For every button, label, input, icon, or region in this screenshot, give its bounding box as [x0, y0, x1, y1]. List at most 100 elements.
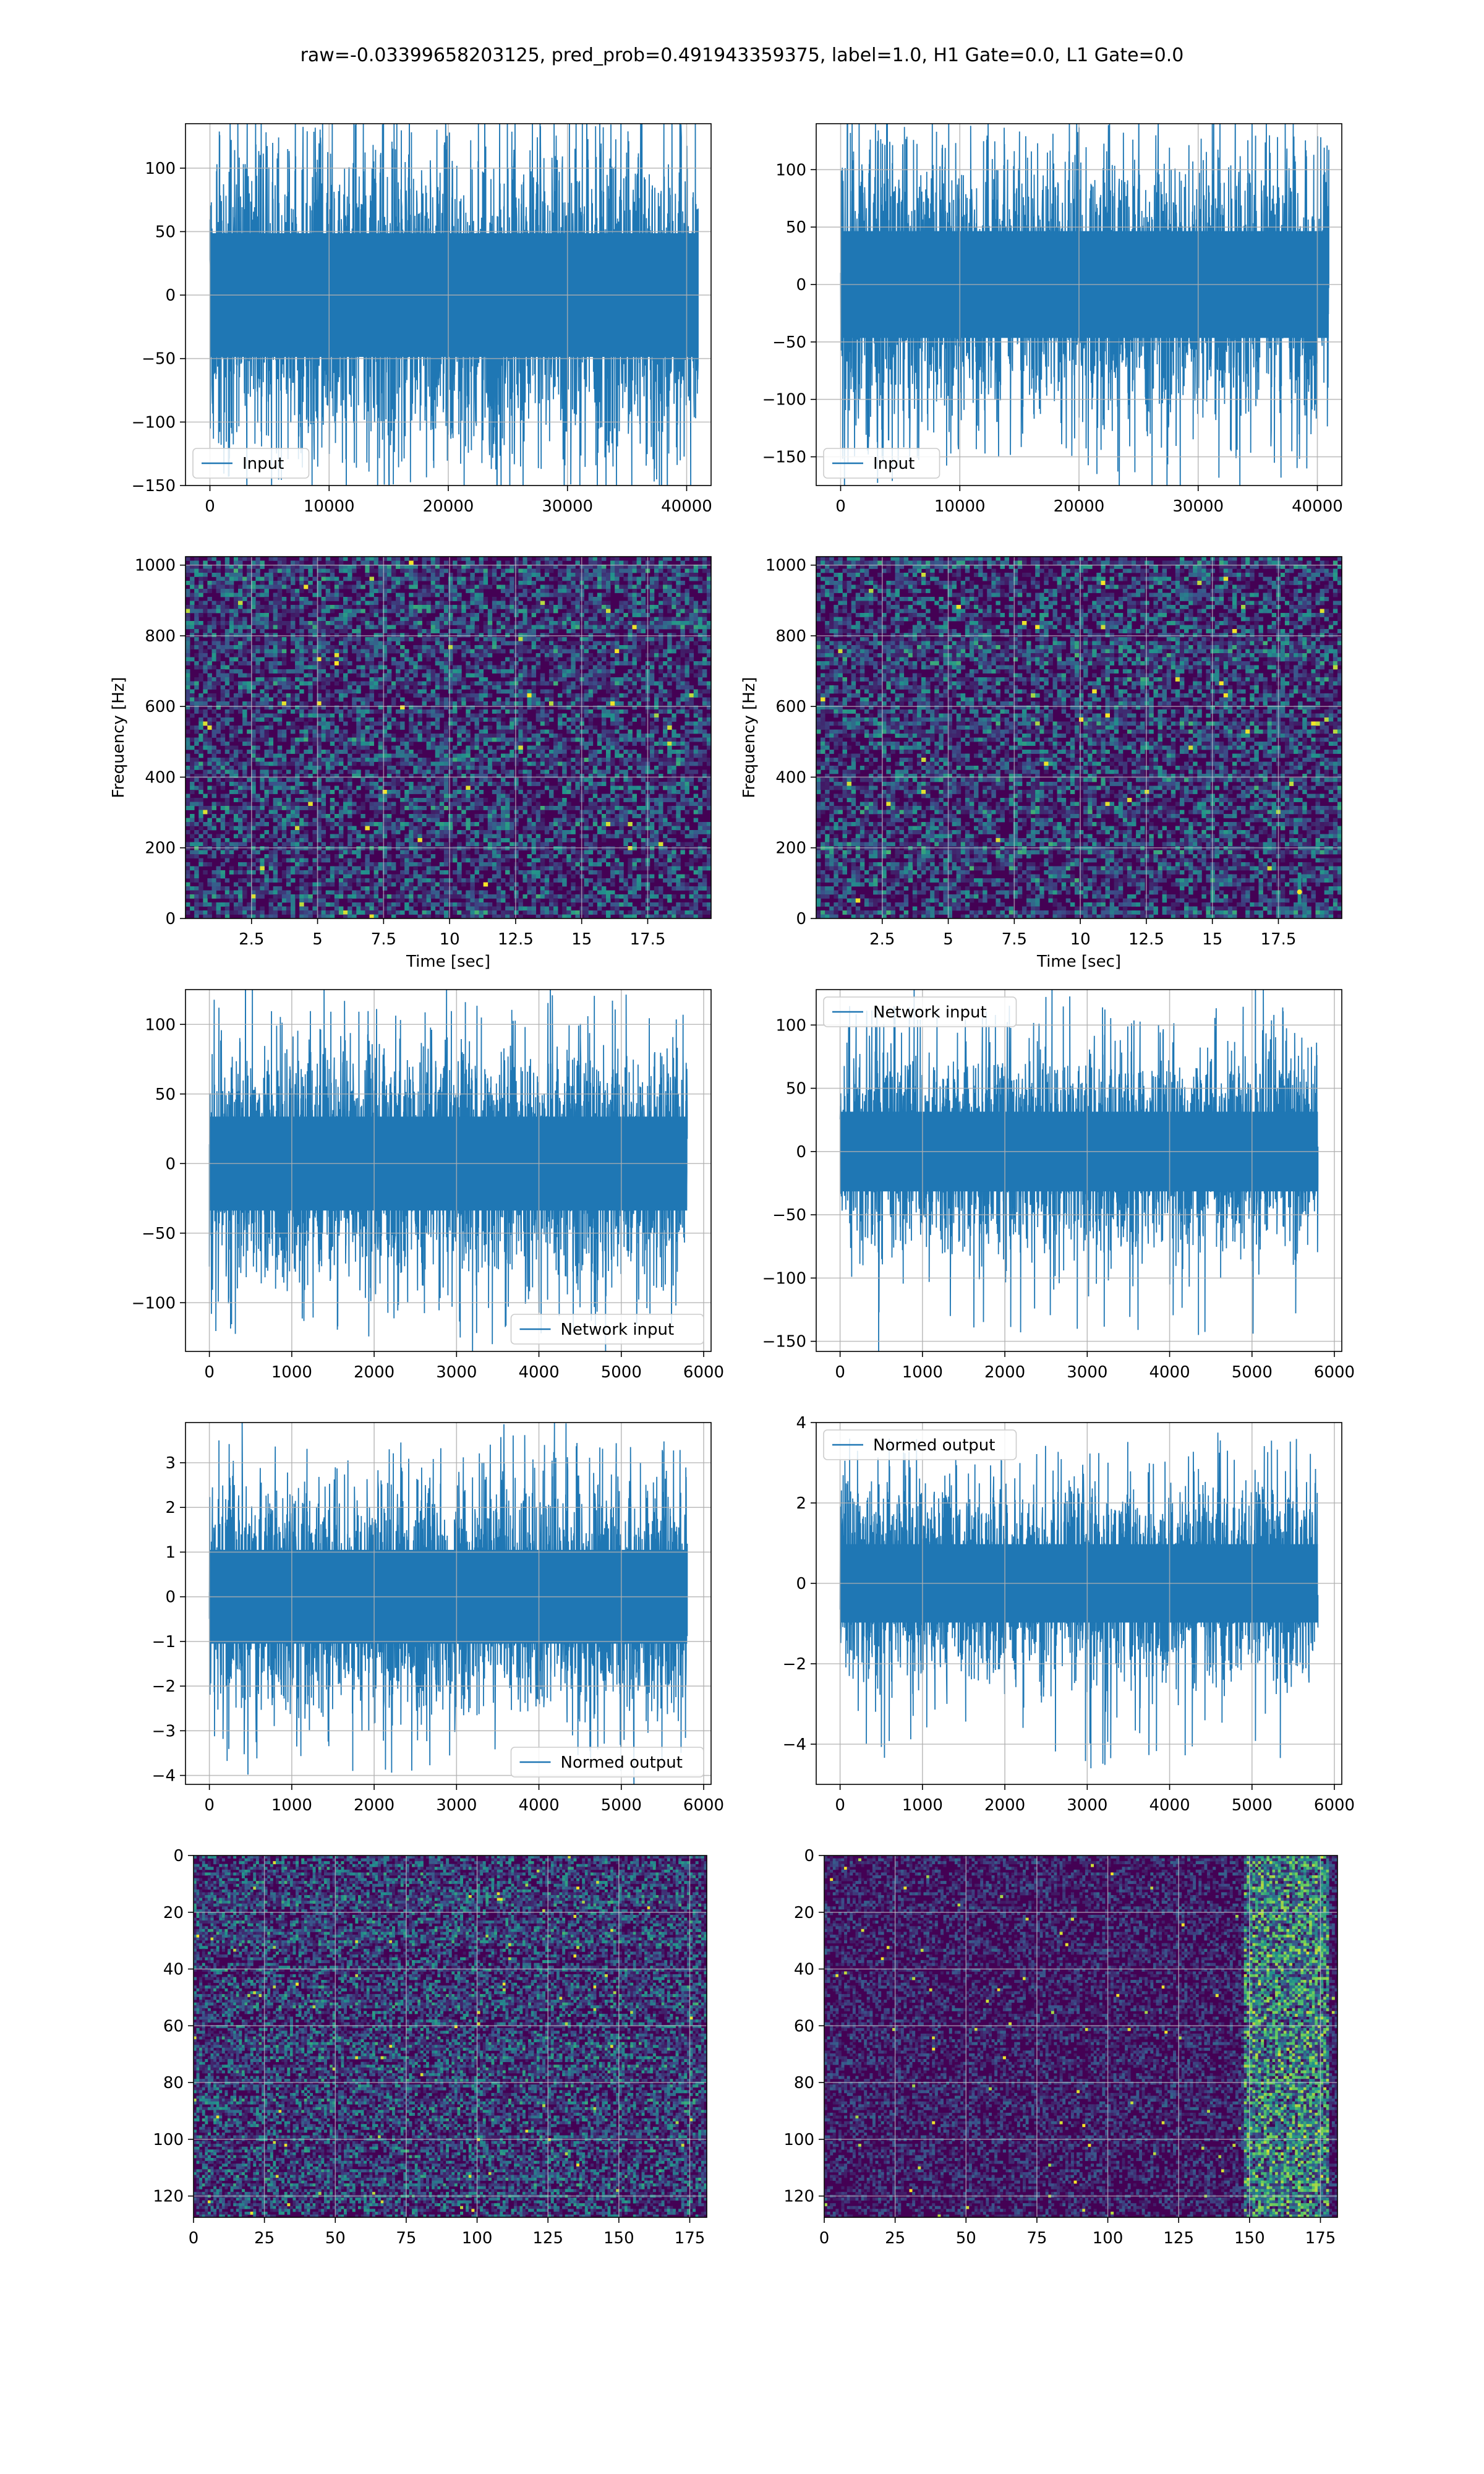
y-tick-label: 80	[163, 2074, 184, 2092]
plot-area	[194, 1856, 707, 2217]
chart-h1-spectrogram: 2.5 5 7.5 10 12.5 15 17.5 0 200 400 600 800 1000 Time…	[109, 556, 712, 971]
y-tick-label: −3	[152, 1722, 176, 1740]
x-tick-label: 0	[205, 497, 215, 516]
x-tick-label: 10	[440, 930, 460, 949]
gridlines	[186, 124, 711, 486]
x-tick-label: 1000	[902, 1363, 943, 1382]
x-tick-label: 0	[204, 1363, 215, 1382]
x-tick-label: 10	[1070, 930, 1091, 949]
y-tick-label: 600	[145, 698, 176, 716]
y-tick-label: 60	[163, 2017, 184, 2035]
x-axis-label: Time [sec]	[406, 952, 490, 971]
y-tick-label: 100	[775, 161, 806, 179]
axes-frame	[824, 1855, 1338, 2218]
legend-box	[823, 1429, 1017, 1460]
y-tick-label: 4	[796, 1414, 806, 1432]
x-tick-label: 17.5	[1261, 930, 1297, 949]
x-tick-label: 25	[254, 2229, 275, 2248]
y-tick-label: 800	[145, 627, 176, 646]
y-tick-label: 1	[165, 1543, 176, 1562]
x-tick-label: 5	[312, 930, 323, 949]
plot-area	[816, 124, 1342, 486]
x-tick-label: 10000	[934, 497, 986, 516]
x-tick-label: 2000	[354, 1363, 394, 1382]
x-tick-label: 5000	[1232, 1796, 1273, 1815]
x-tick-label: 15	[571, 930, 592, 949]
x-tick-label: 30000	[1172, 497, 1224, 516]
spectrogram-glitch	[1297, 872, 1302, 905]
x-axis-label: Time [sec]	[1036, 952, 1121, 971]
chart-l1-network-input: 0 1000 2000 3000 4000 5000 6000 −150 −100 −50 0 50 1…	[762, 989, 1355, 1382]
y-tick-label: −100	[762, 391, 806, 409]
x-tick-label: 5000	[601, 1363, 642, 1382]
plot-area	[816, 1423, 1342, 1784]
x-tick-label: 30000	[542, 497, 593, 516]
x-tick-label: 0	[835, 1796, 845, 1815]
figure-title: raw=-0.03399658203125, pred_prob=0.49194…	[0, 45, 1484, 66]
x-tick-label: 150	[1234, 2229, 1265, 2248]
x-tick-label: 12.5	[1128, 930, 1164, 949]
y-tick-label: −4	[783, 1736, 806, 1754]
y-tick-label: 50	[786, 218, 806, 237]
plot-area	[186, 557, 711, 918]
y-tick-label: 3	[165, 1454, 176, 1473]
y-tick-label: −2	[152, 1677, 176, 1696]
x-tick-label: 1000	[902, 1796, 943, 1815]
axes-frame	[185, 1422, 712, 1785]
x-tick-label: 1000	[271, 1363, 312, 1382]
x-tick-label: 1000	[271, 1796, 312, 1815]
y-tick-label: −100	[132, 413, 176, 432]
x-tick-label: 6000	[1314, 1796, 1355, 1815]
chart-l1-features: 0 25 50 75 100 125 150 175 0 20 40 60 80 100 120	[783, 1847, 1338, 2248]
y-tick-label: 0	[165, 1588, 176, 1607]
y-tick-label: 40	[794, 1961, 814, 1979]
legend-label: Normed output	[561, 1753, 683, 1772]
y-tick-label: −100	[132, 1294, 176, 1312]
chart-h1-network-input: 0 1000 2000 3000 4000 5000 6000 −100 −50 0 50 100 Ne…	[132, 989, 724, 1382]
y-tick-label: 1000	[765, 557, 806, 575]
x-tick-label: 125	[532, 2229, 563, 2248]
y-tick-label: −50	[772, 333, 806, 352]
y-tick-label: −50	[142, 1225, 176, 1243]
y-tick-label: 0	[165, 1155, 176, 1173]
y-tick-label: −50	[142, 350, 176, 369]
legend-label: Network input	[873, 1003, 987, 1022]
x-tick-label: 20000	[423, 497, 474, 516]
x-tick-label: 20000	[1054, 497, 1105, 516]
y-tick-label: 0	[796, 276, 806, 294]
y-tick-label: 2	[796, 1494, 806, 1513]
y-tick-label: 400	[775, 768, 806, 787]
x-tick-label: 3000	[436, 1363, 477, 1382]
y-tick-label: 100	[783, 2131, 814, 2149]
gridlines	[186, 557, 711, 918]
y-tick-label: −150	[762, 1333, 806, 1351]
heatmap-cells	[194, 1856, 707, 2217]
x-tick-label: 2.5	[239, 930, 264, 949]
axes-frame	[193, 1855, 707, 2218]
y-tick-label: 200	[145, 839, 176, 858]
y-tick-label: −4	[152, 1767, 176, 1786]
gridlines	[816, 557, 1342, 918]
x-tick-label: 5	[943, 930, 953, 949]
y-axis-label: Frequency [Hz]	[740, 677, 759, 798]
legend: Normed output	[823, 1429, 1017, 1460]
legend-box	[510, 1747, 704, 1778]
legend-label: Input	[873, 455, 915, 473]
x-tick-label: 4000	[1149, 1796, 1190, 1815]
axes-frame	[185, 989, 712, 1352]
x-tick-label: 175	[675, 2229, 706, 2248]
x-tick-label: 50	[956, 2229, 976, 2248]
y-tick-label: 400	[145, 768, 176, 787]
y-tick-label: 0	[173, 1847, 184, 1865]
legend: Network input	[510, 1314, 704, 1345]
x-tick-label: 6000	[1314, 1363, 1355, 1382]
y-tick-label: 20	[794, 1904, 814, 1922]
y-tick-label: 20	[163, 1904, 184, 1922]
y-tick-label: 50	[155, 1085, 176, 1104]
x-tick-label: 100	[1093, 2229, 1124, 2248]
x-tick-label: 2000	[984, 1363, 1025, 1382]
gridlines	[824, 1856, 1337, 2217]
legend-box	[823, 996, 1017, 1027]
x-tick-label: 0	[819, 2229, 830, 2248]
